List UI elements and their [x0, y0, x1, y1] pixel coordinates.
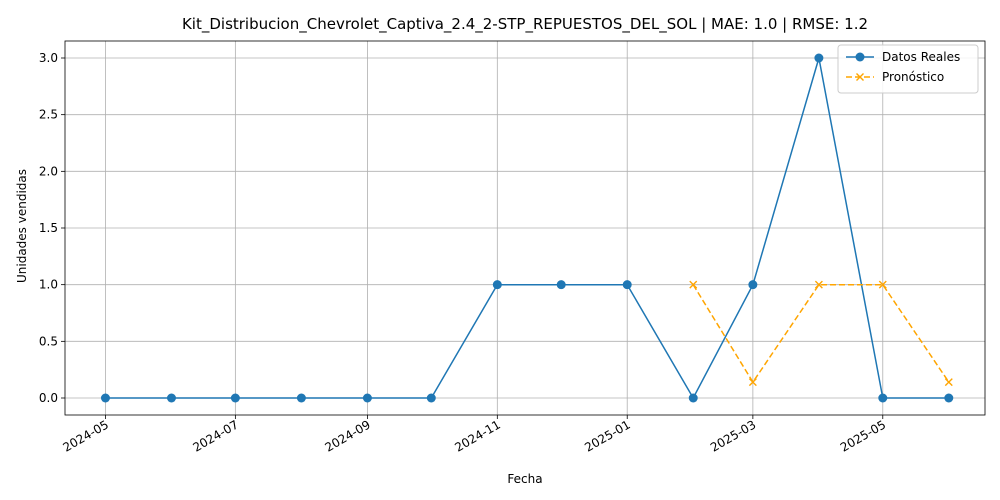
data-point [230, 393, 240, 403]
data-point [296, 393, 306, 403]
legend-label-1: Pronóstico [882, 70, 944, 84]
y-axis-label: Unidades vendidas [15, 169, 29, 283]
legend-label-0: Datos Reales [882, 50, 960, 64]
legend-marker-0 [855, 52, 865, 62]
data-point [748, 280, 758, 290]
y-tick-label: 1.5 [39, 221, 58, 235]
y-tick-label: 0.5 [39, 334, 58, 348]
forecast-point [878, 280, 887, 289]
data-point [944, 393, 954, 403]
legend-marker-1 [856, 73, 864, 81]
y-tick-label: 2.5 [39, 108, 58, 122]
series-line-0 [105, 57, 949, 400]
x-axis-label: Fecha [507, 472, 542, 486]
forecast-point [689, 280, 698, 289]
legend: Datos Reales Pronóstico [837, 44, 979, 94]
chart-title: Kit_Distribucion_Chevrolet_Captiva_2.4_2… [182, 15, 868, 34]
y-tick-label: 2.0 [39, 164, 58, 178]
data-point [556, 280, 566, 290]
y-tick-label: 3.0 [39, 51, 58, 65]
y-tick-label: 0.0 [39, 391, 58, 405]
forecast-point [748, 378, 757, 387]
data-point [362, 393, 372, 403]
series-line-1 [692, 283, 950, 384]
data-point [622, 280, 632, 290]
y-tick-label: 1.0 [39, 278, 58, 292]
data-point [492, 280, 502, 290]
data-point [688, 393, 698, 403]
series-layer [100, 53, 954, 403]
data-point [814, 53, 824, 63]
data-point [878, 393, 888, 403]
forecast-point [814, 280, 823, 289]
data-point [166, 393, 176, 403]
forecast-point [944, 378, 953, 387]
data-point [426, 393, 436, 403]
data-point [100, 393, 110, 403]
